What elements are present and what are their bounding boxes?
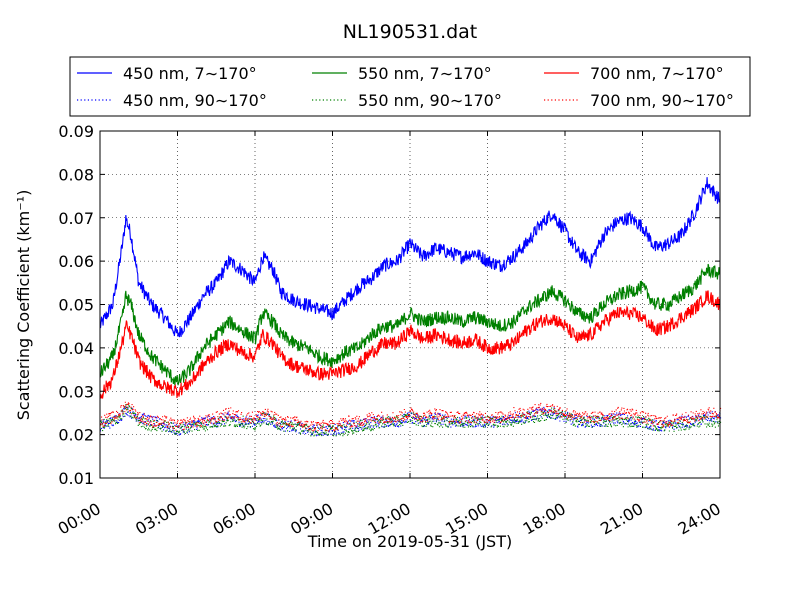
series-3: [100, 404, 722, 437]
y-tick-label: 0.04: [58, 339, 94, 358]
legend-entry: 550 nm, 7∼170°: [312, 64, 492, 83]
y-tick-label: 0.07: [58, 209, 94, 228]
series-dots: [100, 401, 722, 432]
series-layer: [99, 177, 722, 437]
series-2: [99, 263, 721, 386]
y-tick-label: 0.02: [58, 426, 94, 445]
x-tick-label: 03:00: [132, 499, 181, 539]
series-dots: [100, 404, 722, 437]
series-line: [99, 177, 721, 338]
chart-title: NL190531.dat: [343, 21, 478, 43]
legend-entry: 700 nm, 7∼170°: [544, 64, 724, 83]
legend-entry: 450 nm, 7∼170°: [77, 64, 257, 83]
legend: 450 nm, 7∼170° 450 nm, 90∼170° 550 nm, 7∼1…: [69, 56, 751, 117]
legend-label: 700 nm, 7∼170°: [590, 64, 724, 83]
x-tick-label: 21:00: [597, 499, 646, 539]
legend-label: 450 nm, 7∼170°: [123, 64, 257, 83]
legend-label: 550 nm, 90∼170°: [358, 91, 502, 110]
series-4: [99, 290, 721, 399]
series-5: [100, 401, 722, 432]
series-0: [99, 177, 721, 338]
legend-label: 700 nm, 90∼170°: [590, 91, 734, 110]
y-axis-label: Scattering Coefficient (km⁻¹): [14, 190, 33, 421]
legend-entry: 450 nm, 90∼170°: [77, 91, 267, 110]
legend-label: 450 nm, 90∼170°: [123, 91, 267, 110]
x-tick-label: 24:00: [675, 499, 724, 539]
legend-entry: 700 nm, 90∼170°: [544, 91, 734, 110]
x-axis-label: Time on 2019-05-31 (JST): [307, 532, 512, 551]
x-tick-label: 18:00: [520, 499, 569, 539]
y-tick-label: 0.03: [58, 382, 94, 401]
series-line: [99, 263, 721, 386]
legend-frame: [69, 56, 751, 117]
y-tick-label: 0.06: [58, 252, 94, 271]
y-tick-label: 0.01: [58, 469, 94, 488]
x-tick-label: 00:00: [55, 499, 104, 539]
y-tick-label: 0.09: [58, 122, 94, 141]
y-tick-label: 0.08: [58, 165, 94, 184]
legend-entry: 550 nm, 90∼170°: [312, 91, 502, 110]
legend-label: 550 nm, 7∼170°: [358, 64, 492, 83]
plot-area: 0.01 0.02 0.03 0.04 0.05 0.06 0.07 0.08 0.09 00:0…: [55, 122, 724, 539]
x-tick-label: 06:00: [210, 499, 259, 539]
series-line: [99, 290, 721, 399]
y-tick-label: 0.05: [58, 296, 94, 315]
grid: [100, 131, 720, 478]
